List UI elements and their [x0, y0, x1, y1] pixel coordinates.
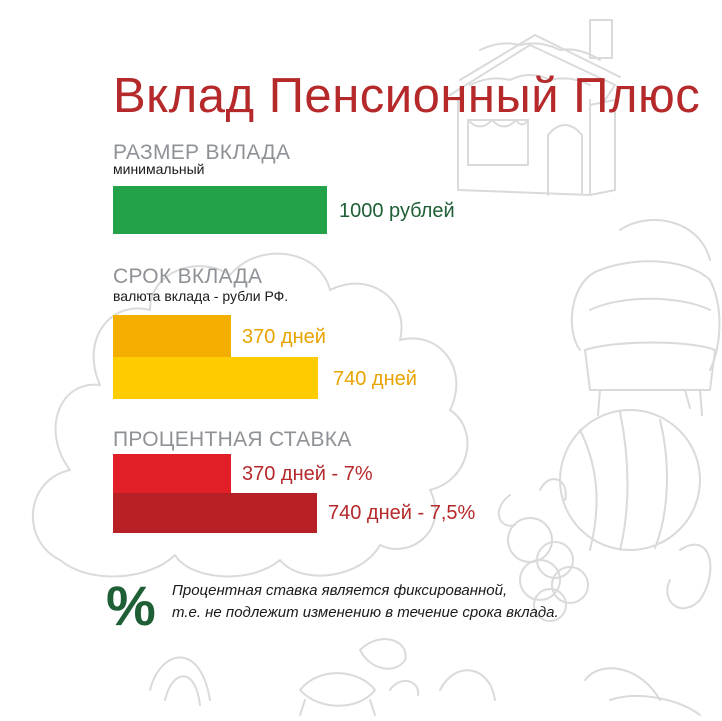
rate-section-label: ПРОЦЕНТНАЯ СТАВКА [113, 428, 352, 451]
note-text: Процентная ставка является фиксированной… [172, 580, 559, 624]
size-bar [113, 186, 327, 234]
term-section-label: СРОК ВКЛАДА [113, 265, 263, 288]
term-bar-370 [113, 315, 231, 357]
size-section-sublabel: минимальный [113, 161, 205, 177]
house-sketch [449, 19, 621, 196]
armchair-sketch [570, 219, 721, 416]
note-line-2: т.е. не подлежит изменению в течение сро… [172, 604, 559, 621]
rate-bar-370-label: 370 дней - 7% [242, 463, 373, 485]
term-section-sublabel: валюта вклада - рубли РФ. [113, 288, 289, 304]
rate-bar-370 [113, 454, 231, 493]
cloud-outline-shape [31, 252, 469, 578]
bottom-sketch [149, 638, 701, 716]
rate-bar-740 [113, 493, 317, 533]
percent-icon: % [106, 574, 156, 637]
page-title: Вклад Пенсионный Плюс [113, 69, 701, 123]
term-bar-740 [113, 357, 318, 399]
size-section-label: РАЗМЕР ВКЛАДА [113, 141, 291, 164]
fruit-sketch [497, 389, 712, 622]
note-line-1: Процентная ставка является фиксированной… [172, 582, 508, 599]
term-bar-370-label: 370 дней [242, 326, 326, 348]
size-bar-label: 1000 рублей [339, 200, 455, 222]
rate-bar-740-label: 740 дней - 7,5% [328, 502, 476, 524]
term-bar-740-label: 740 дней [333, 368, 417, 390]
